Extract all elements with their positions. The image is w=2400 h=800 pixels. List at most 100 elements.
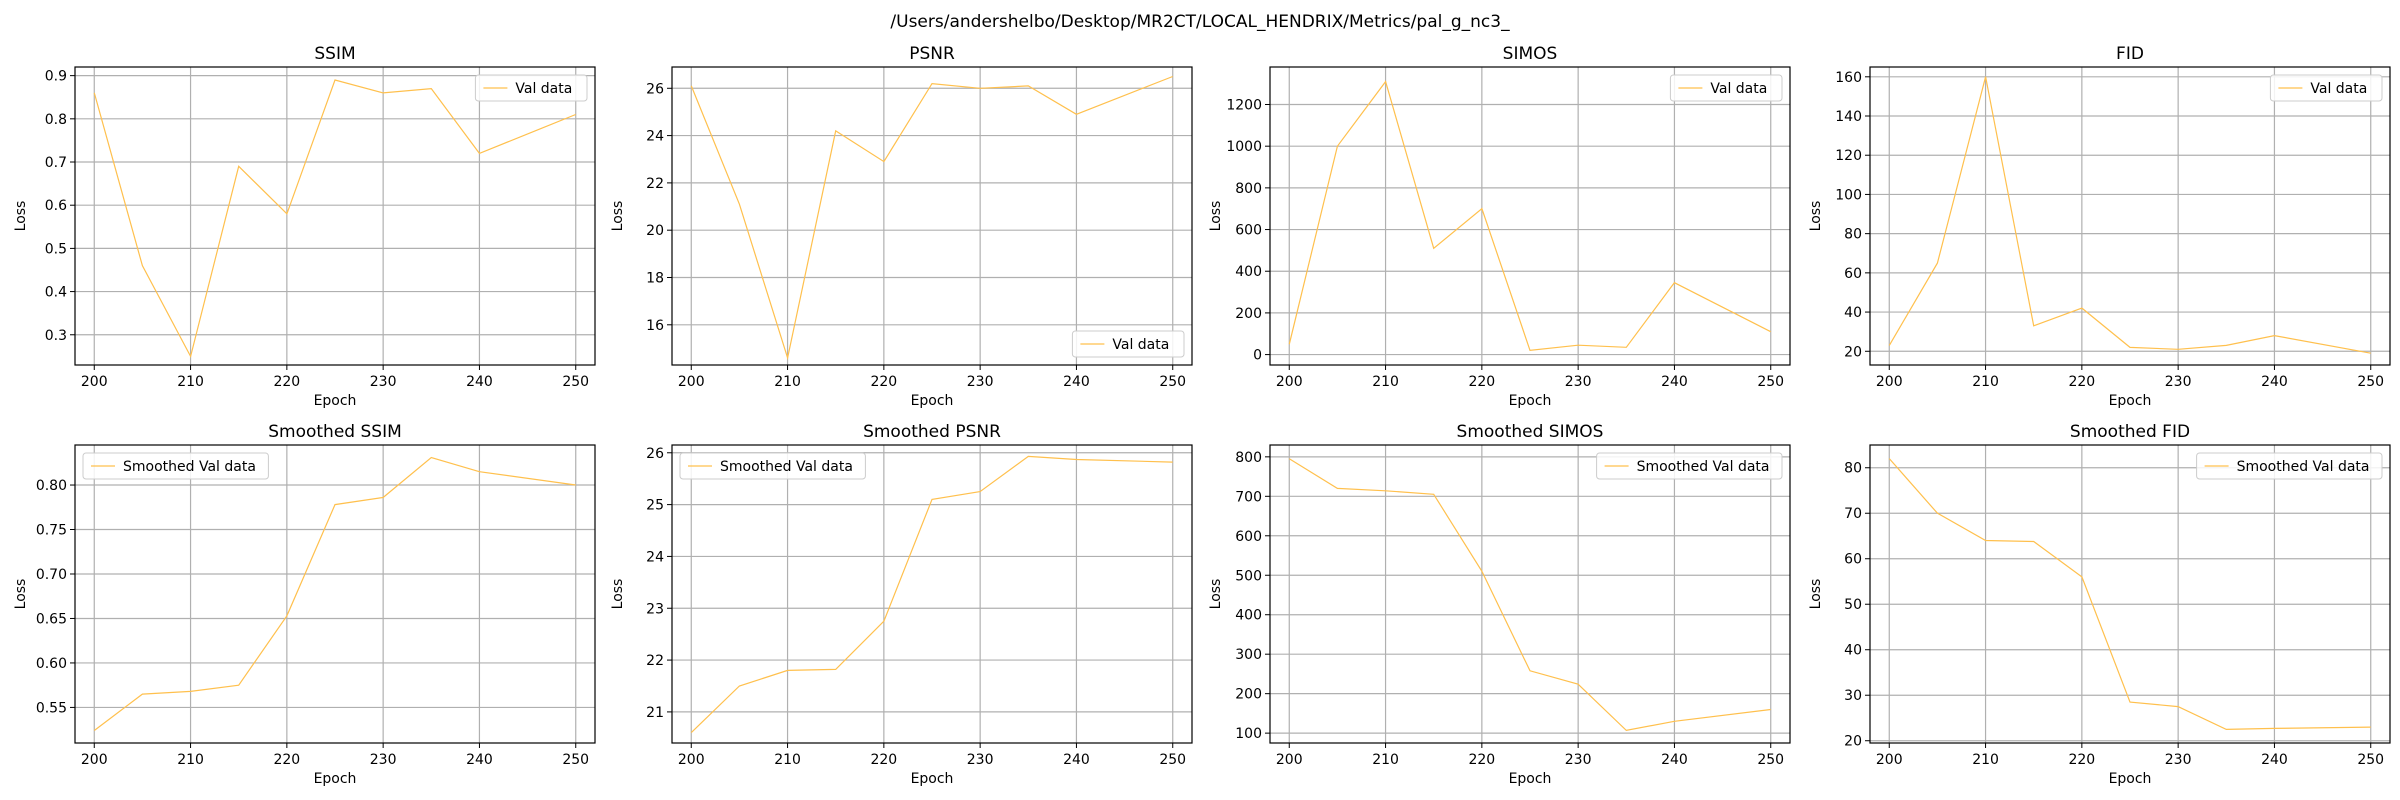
- y-tick-label: 500: [1235, 568, 1262, 584]
- series-line: [1288, 458, 1771, 732]
- x-tick-label: 210: [177, 752, 204, 768]
- x-axis-label: Epoch: [314, 771, 357, 787]
- legend-label: Smoothed Val data: [1637, 459, 1770, 475]
- x-axis-label: Epoch: [911, 771, 954, 787]
- y-tick-label: 0: [1253, 348, 1262, 364]
- x-tick-label: 210: [177, 374, 204, 390]
- y-tick-label: 300: [1235, 647, 1262, 663]
- subplot-title: PSNR: [909, 44, 955, 64]
- y-tick-label: 20: [1844, 344, 1862, 360]
- y-tick-label: 0.55: [36, 700, 67, 716]
- y-tick-label: 0.4: [45, 285, 67, 301]
- y-tick-label: 100: [1835, 187, 1862, 203]
- x-tick-label: 250: [1757, 752, 1784, 768]
- x-tick-label: 230: [1565, 374, 1592, 390]
- x-tick-label: 240: [466, 752, 493, 768]
- y-tick-label: 0.70: [36, 567, 67, 583]
- x-tick-label: 250: [2357, 374, 2384, 390]
- y-axis-label: Loss: [1808, 201, 1824, 232]
- x-tick-label: 200: [1876, 752, 1903, 768]
- subplot-fid: 200 210 220 230 240 250 20 40 60 80 100 120 140 160 FI…: [1808, 44, 2391, 409]
- subplot-title: SIMOS: [1503, 44, 1558, 64]
- y-axis-label: Loss: [610, 579, 626, 610]
- subplot-smoothed-psnr: 200 210 220 230 240 250 21 22 23 24 25 26 Smoothed P…: [610, 422, 1193, 787]
- legend: Smoothed Val data: [2196, 452, 2383, 480]
- x-tick-label: 250: [562, 752, 589, 768]
- x-axis-label: Epoch: [2109, 393, 2152, 409]
- y-tick-label: 200: [1235, 306, 1262, 322]
- x-tick-label: 210: [1972, 752, 1999, 768]
- series-line: [690, 455, 1173, 734]
- x-tick-label: 230: [967, 752, 994, 768]
- y-tick-label: 600: [1235, 529, 1262, 545]
- series-line: [93, 456, 576, 731]
- y-axis-label: Loss: [1208, 201, 1224, 232]
- legend-label: Val data: [2310, 81, 2367, 97]
- axes-frame: [74, 66, 596, 366]
- x-tick-label: 200: [1276, 752, 1303, 768]
- x-tick-label: 250: [1757, 374, 1784, 390]
- subplot-psnr: 200 210 220 230 240 250 16 18 20 22 24 26 PSNR Epoch L…: [610, 44, 1193, 409]
- y-tick-label: 200: [1235, 687, 1262, 703]
- x-tick-label: 220: [870, 752, 897, 768]
- y-tick-label: 800: [1235, 181, 1262, 197]
- subplot-title: FID: [2116, 44, 2144, 64]
- x-tick-label: 240: [466, 374, 493, 390]
- y-tick-label: 0.75: [36, 523, 67, 539]
- x-axis-label: Epoch: [1509, 393, 1552, 409]
- x-tick-label: 200: [81, 374, 108, 390]
- y-tick-label: 140: [1835, 109, 1862, 125]
- x-tick-label: 210: [1372, 752, 1399, 768]
- y-tick-label: 1200: [1226, 98, 1262, 114]
- y-axis-label: Loss: [1808, 579, 1824, 610]
- legend-box: [1071, 330, 1185, 358]
- y-tick-label: 22: [646, 653, 664, 669]
- y-tick-label: 800: [1235, 450, 1262, 466]
- x-tick-label: 200: [1276, 374, 1303, 390]
- y-tick-label: 160: [1835, 70, 1862, 86]
- legend-box: [1596, 452, 1783, 480]
- y-tick-label: 22: [646, 176, 664, 192]
- y-tick-label: 30: [1844, 688, 1862, 704]
- x-tick-label: 220: [273, 752, 300, 768]
- axes-frame: [1869, 66, 2391, 366]
- legend-label: Val data: [515, 81, 572, 97]
- legend-label: Val data: [1710, 81, 1767, 97]
- x-tick-label: 240: [1661, 374, 1688, 390]
- y-tick-label: 60: [1844, 552, 1862, 568]
- legend: Smoothed Val data: [679, 452, 866, 480]
- y-tick-label: 24: [646, 129, 664, 145]
- y-tick-label: 26: [646, 446, 664, 462]
- y-tick-label: 20: [646, 223, 664, 239]
- legend-label: Smoothed Val data: [720, 459, 853, 475]
- subplot-title: Smoothed FID: [2070, 422, 2190, 442]
- legend-label: Smoothed Val data: [2237, 459, 2370, 475]
- legend: Val data: [474, 74, 588, 102]
- x-axis-label: Epoch: [1509, 771, 1552, 787]
- axes-frame: [671, 66, 1193, 366]
- x-axis-label: Epoch: [911, 393, 954, 409]
- legend-label: Smoothed Val data: [123, 459, 256, 475]
- y-tick-label: 700: [1235, 489, 1262, 505]
- y-tick-label: 26: [646, 81, 664, 97]
- y-tick-label: 25: [646, 498, 664, 514]
- legend-box: [1669, 74, 1783, 102]
- legend-box: [82, 452, 269, 480]
- x-tick-label: 250: [1159, 374, 1186, 390]
- subplot-smoothed-simos: 200 210 220 230 240 250 100 200 300 400 500 600 700 8…: [1208, 422, 1791, 787]
- subplot-ssim: 200 210 220 230 240 250 0.3 0.4 0.5 0.6 0.7 0.8 0.9 S…: [13, 44, 596, 409]
- series-line: [1288, 80, 1771, 352]
- x-tick-label: 220: [1468, 374, 1495, 390]
- x-axis-label: Epoch: [2109, 771, 2152, 787]
- x-tick-label: 230: [2165, 752, 2192, 768]
- y-tick-label: 0.5: [45, 241, 67, 257]
- x-tick-label: 220: [1468, 752, 1495, 768]
- x-tick-label: 220: [273, 374, 300, 390]
- axes-frame: [74, 444, 596, 744]
- legend-box: [2269, 74, 2383, 102]
- x-tick-label: 210: [774, 752, 801, 768]
- series-line: [93, 79, 576, 359]
- y-tick-label: 50: [1844, 597, 1862, 613]
